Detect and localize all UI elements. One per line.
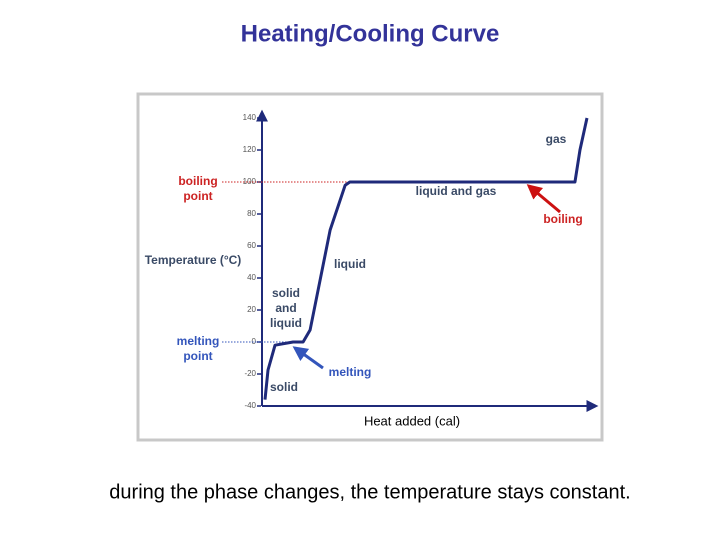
reference-label: melting bbox=[177, 334, 220, 348]
reference-label: boiling bbox=[178, 174, 217, 188]
curve bbox=[263, 117, 589, 400]
annotation: solid bbox=[270, 380, 298, 394]
arrow bbox=[292, 346, 324, 370]
y-tick-label: 120 bbox=[243, 145, 257, 154]
y-tick-label: 60 bbox=[247, 241, 256, 250]
reference-label: point bbox=[183, 189, 212, 203]
annotation: liquid bbox=[270, 316, 302, 330]
annotation: liquid bbox=[334, 257, 366, 271]
reference-label: point bbox=[183, 349, 212, 363]
x-axis-label: Heat added (cal) bbox=[364, 413, 460, 428]
y-tick-label: 80 bbox=[247, 209, 256, 218]
y-tick-label: -20 bbox=[244, 369, 256, 378]
annotation: and bbox=[275, 301, 296, 315]
annotation: boiling bbox=[543, 212, 582, 226]
annotation: melting bbox=[329, 365, 372, 379]
y-tick-label: 40 bbox=[247, 273, 256, 282]
y-tick-label: 20 bbox=[247, 305, 256, 314]
annotation: solid bbox=[272, 286, 300, 300]
arrow bbox=[526, 184, 561, 214]
y-tick-label: 0 bbox=[252, 337, 257, 346]
chart-panel bbox=[136, 92, 604, 442]
annotation: gas bbox=[546, 132, 567, 146]
y-tick-label: -40 bbox=[244, 401, 256, 410]
annotation: liquid and gas bbox=[416, 184, 497, 198]
caption: during the phase changes, the temperatur… bbox=[109, 481, 630, 503]
title: Heating/Cooling Curve bbox=[241, 20, 500, 47]
y-axis-label: Temperature (°C) bbox=[145, 253, 242, 267]
y-tick-label: 140 bbox=[243, 113, 257, 122]
